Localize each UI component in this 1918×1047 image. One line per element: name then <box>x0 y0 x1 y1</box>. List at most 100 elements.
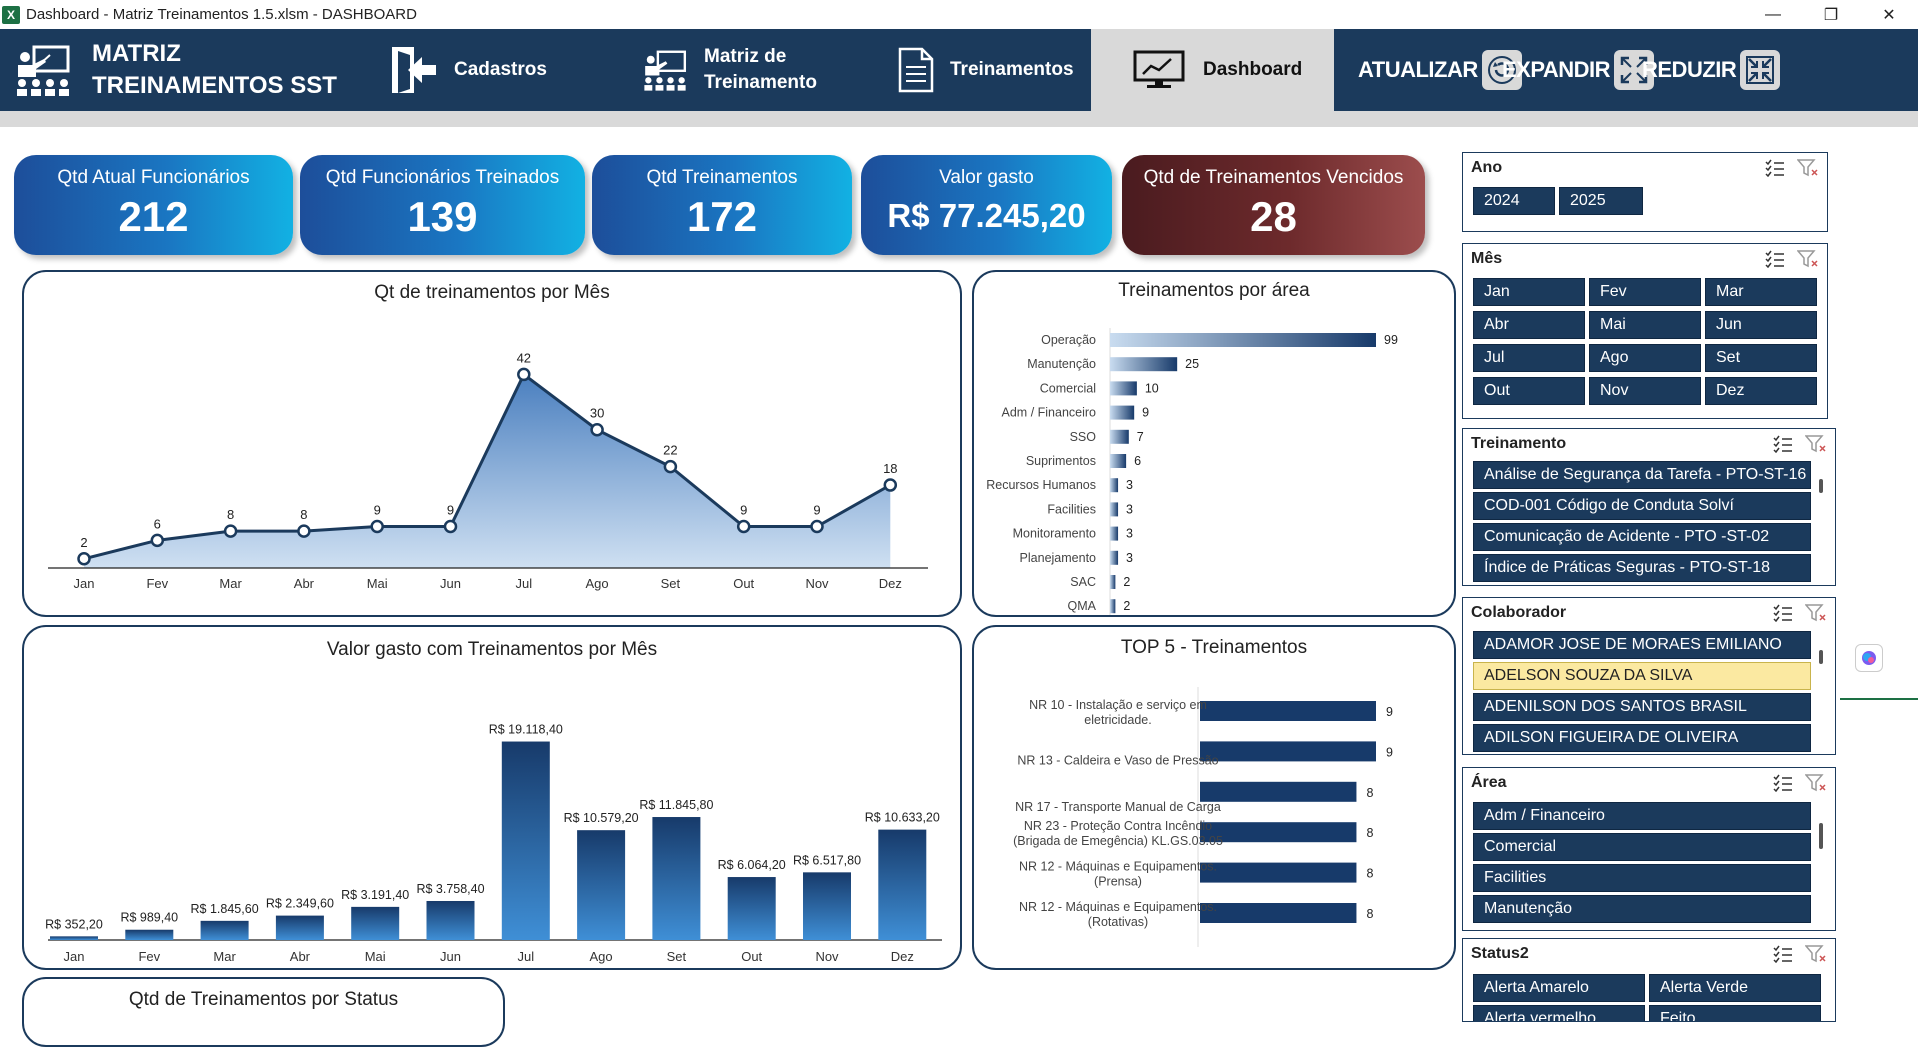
bar <box>1110 575 1116 589</box>
data-point <box>443 519 458 534</box>
close-icon[interactable]: ✕ <box>1882 6 1896 24</box>
x-tick-label: Abr <box>294 576 315 591</box>
category-label: (Rotativas) <box>1088 915 1148 929</box>
multi-select-icon[interactable] <box>1773 774 1793 797</box>
expandir-button[interactable]: EXPANDIR <box>1502 29 1655 111</box>
multi-select-icon[interactable] <box>1773 604 1793 627</box>
slicer-area: Área Adm / Financeiro Comercial Faciliti… <box>1462 767 1836 931</box>
nav-matriz[interactable]: Matriz de Treinamento <box>642 29 882 111</box>
data-point <box>150 533 165 548</box>
x-tick-label: Out <box>741 949 762 964</box>
slicer-mes-item[interactable]: Dez <box>1705 377 1817 405</box>
clear-filter-icon[interactable] <box>1796 159 1819 182</box>
slicer-mes-item[interactable]: Ago <box>1589 344 1701 372</box>
nav-treinamentos[interactable]: Treinamentos <box>898 29 1098 111</box>
slicer-mes-item[interactable]: Set <box>1705 344 1817 372</box>
nav-matriz-label-line1: Matriz de <box>704 46 787 67</box>
category-label: SAC <box>1070 575 1096 589</box>
slicer-colaborador-item[interactable]: ADAMOR JOSE DE MORAES EMILIANO <box>1473 631 1811 659</box>
slicer-mes-item[interactable]: Fev <box>1589 278 1701 306</box>
slicer-treinamento-item[interactable]: Índice de Práticas Seguras - PTO-ST-18 <box>1473 554 1811 582</box>
clear-filter-icon[interactable] <box>1796 250 1819 273</box>
data-point <box>883 478 898 492</box>
reduzir-label: REDUZIR <box>1642 57 1737 82</box>
slicer-mes-item[interactable]: Mar <box>1705 278 1817 306</box>
data-label: R$ 352,20 <box>45 917 103 931</box>
reduzir-button[interactable]: REDUZIR <box>1642 29 1781 111</box>
clear-filter-icon[interactable] <box>1804 774 1827 797</box>
x-tick-label: Ago <box>586 576 609 591</box>
data-point <box>297 524 311 538</box>
x-tick-label: Mar <box>213 949 236 964</box>
data-label: 8 <box>1366 786 1373 800</box>
excel-app-icon: X <box>2 5 20 24</box>
copilot-icon[interactable] <box>1855 644 1883 672</box>
multi-select-icon[interactable] <box>1773 945 1793 968</box>
slicer-treinamento-item[interactable]: Comunicação de Acidente - PTO -ST-02 <box>1473 523 1811 551</box>
slicer-status-item[interactable]: Feito <box>1649 1005 1821 1021</box>
series-line <box>83 372 892 561</box>
data-label: 9 <box>1386 705 1393 719</box>
clear-filter-icon[interactable] <box>1804 945 1827 968</box>
restore-icon[interactable]: ❐ <box>1823 6 1839 24</box>
nav-cadastros[interactable]: Cadastros <box>388 29 568 111</box>
slicer-mes-item[interactable]: Nov <box>1589 377 1701 405</box>
chart-top5-svg: 9 NR 10 - Instalação e serviço emeletrici… <box>1013 687 1393 947</box>
category-label: NR 10 - Instalação e serviço em <box>1029 698 1207 712</box>
slicer-mes-item[interactable]: Mai <box>1589 311 1701 339</box>
category-label: (Prensa) <box>1094 875 1142 889</box>
slicer-ano-item[interactable]: 2025 <box>1559 187 1643 215</box>
multi-select-icon[interactable] <box>1765 250 1785 273</box>
slicer-treinamento-item[interactable]: Análise de Segurança da Tarefa - PTO-ST-… <box>1473 461 1811 489</box>
monitor-chart-icon <box>1133 50 1185 90</box>
chart-panel-top5: TOP 5 - Treinamentos 9 NR 10 - Instalação… <box>972 625 1456 970</box>
data-label: 30 <box>590 406 604 421</box>
slicer-mes-item[interactable]: Abr <box>1473 311 1585 339</box>
bar <box>125 929 174 940</box>
slicer-mes-item[interactable]: Out <box>1473 377 1585 405</box>
slicer-area-item[interactable]: Facilities <box>1473 864 1811 892</box>
category-label: SSO <box>1070 430 1097 444</box>
chart-por-area-svg: Operação 99 Manutenção 25 Comercial 10 Adm / F… <box>986 328 1398 615</box>
slicer-scrollbar[interactable] <box>1819 479 1823 493</box>
chart-title-por-mes: Qt de treinamentos por Mês <box>374 282 610 303</box>
kpi-treinamentos-value: 172 <box>686 193 758 240</box>
category-label: Adm / Financeiro <box>1002 406 1097 420</box>
slicer-status-item[interactable]: Alerta Amarelo <box>1473 974 1645 1002</box>
slicer-scrollbar[interactable] <box>1819 823 1823 849</box>
x-tick-label: Jan <box>74 576 95 591</box>
data-point <box>736 519 751 534</box>
slicer-status-item[interactable]: Alerta Verde <box>1649 974 1821 1002</box>
bar <box>1110 550 1119 565</box>
slicer-mes-item[interactable]: Jan <box>1473 278 1585 306</box>
bar <box>1110 357 1178 372</box>
slicer-mes: Mês Jan Fev Mar Abr Mai Jun Jul Ago Set Out Nov Dez <box>1462 243 1828 419</box>
nav-dashboard[interactable]: Dashboard <box>1091 29 1334 111</box>
bar <box>1200 862 1357 883</box>
slicer-area-item[interactable]: Adm / Financeiro <box>1473 802 1811 830</box>
atualizar-button[interactable]: ATUALIZAR <box>1358 29 1522 111</box>
multi-select-icon[interactable] <box>1773 435 1793 458</box>
slicer-colaborador-item[interactable]: ADENILSON DOS SANTOS BRASIL <box>1473 693 1811 721</box>
bar <box>426 900 475 940</box>
multi-select-icon[interactable] <box>1765 159 1785 182</box>
slicer-area-item[interactable]: Manutenção <box>1473 895 1811 923</box>
data-label: 6 <box>1134 454 1141 468</box>
slicer-treinamento-item[interactable]: COD-001 Código de Conduta Solví <box>1473 492 1811 520</box>
clear-filter-icon[interactable] <box>1804 604 1827 627</box>
slicer-colaborador-item[interactable]: ADILSON FIGUEIRA DE OLIVEIRA <box>1473 724 1811 752</box>
slicer-area-item[interactable]: Comercial <box>1473 833 1811 861</box>
minimize-icon[interactable]: — <box>1765 5 1781 23</box>
slicer-mes-item[interactable]: Jun <box>1705 311 1817 339</box>
bar <box>1110 599 1116 614</box>
teacher-board-small-icon <box>642 47 688 93</box>
slicer-scrollbar[interactable] <box>1819 650 1823 664</box>
kpi-funcionarios-value: 212 <box>118 193 189 240</box>
category-label: NR 12 - Máquinas e Equipamentos. <box>1019 900 1217 914</box>
slicer-ano-item[interactable]: 2024 <box>1473 187 1555 215</box>
slicer-mes-item[interactable]: Jul <box>1473 344 1585 372</box>
slicer-status-item[interactable]: Alerta vermelho <box>1473 1005 1645 1021</box>
slicer-colaborador-item-selected[interactable]: ADELSON SOUZA DA SILVA <box>1473 662 1811 690</box>
data-label: 2 <box>1123 599 1130 613</box>
clear-filter-icon[interactable] <box>1804 435 1827 458</box>
